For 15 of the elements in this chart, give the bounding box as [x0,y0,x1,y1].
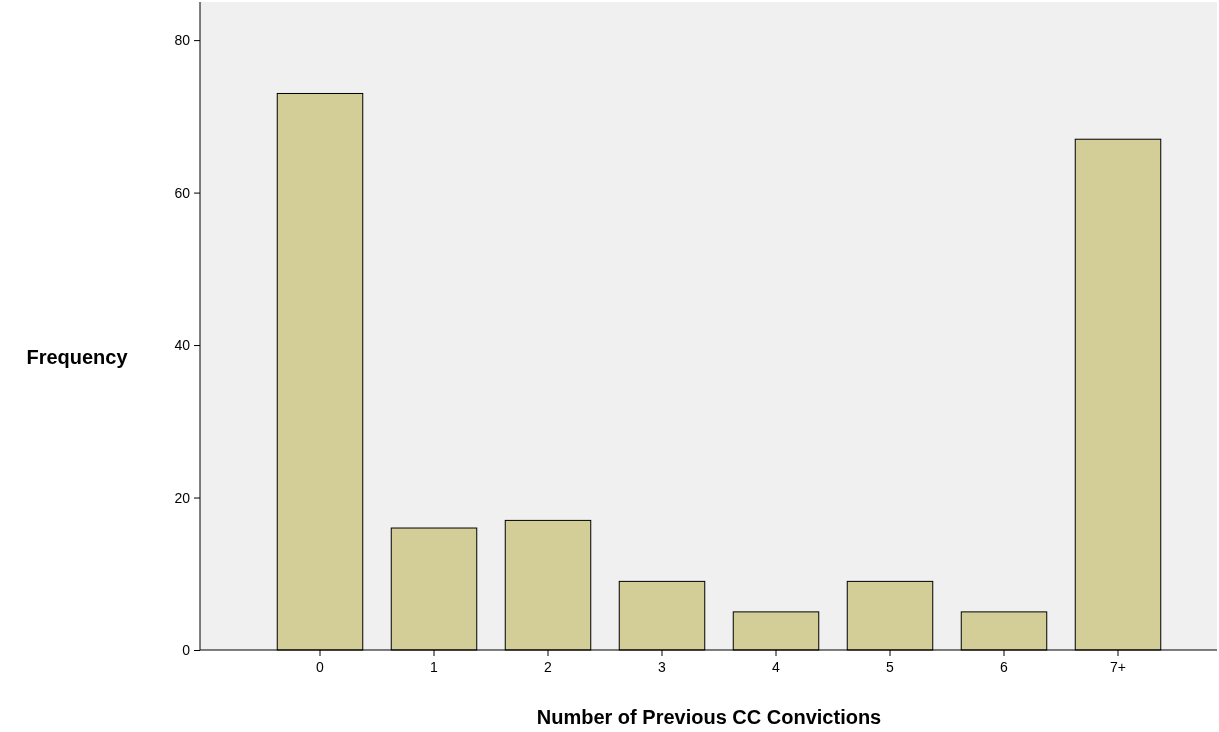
x-tick-label: 5 [886,658,895,675]
y-axis-title: Frequency [26,346,129,368]
x-tick-label: 3 [658,658,667,675]
x-tick-label: 7+ [1110,658,1126,675]
x-tick-label: 0 [316,658,325,675]
x-axis-title: Number of Previous CC Convictions [536,706,882,728]
x-tick-label: 1 [430,658,439,675]
x-tick-label: 2 [544,658,553,675]
y-tick-label: 80 [174,32,191,49]
y-tick-label: 40 [174,337,191,354]
x-tick-label: 4 [772,658,781,675]
y-tick-label: 20 [174,489,191,506]
y-tick-label: 0 [182,641,191,658]
x-tick-label: 6 [1000,658,1009,675]
y-tick-label: 60 [174,184,191,201]
